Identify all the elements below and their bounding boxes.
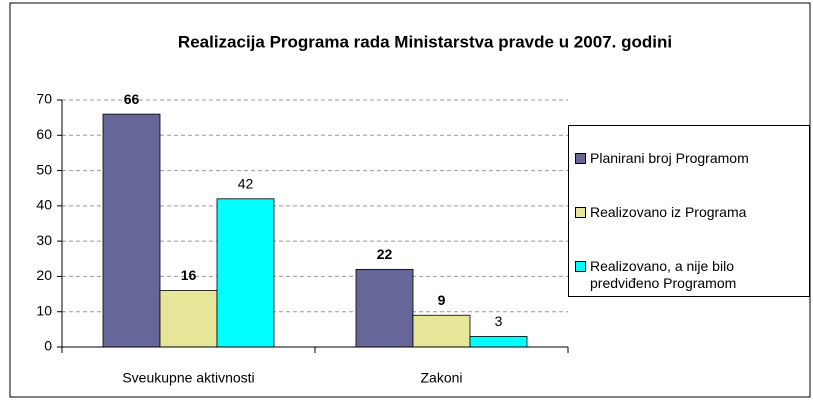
- chart-title: Realizacija Programa rada Ministarstva p…: [178, 32, 672, 51]
- y-tick-label: 40: [36, 197, 52, 213]
- y-tick-label: 30: [36, 232, 52, 248]
- data-label: 66: [124, 91, 140, 107]
- bar: [159, 290, 218, 348]
- bar: [216, 198, 275, 348]
- legend-swatch: [575, 261, 586, 272]
- y-tick-label: 20: [36, 267, 52, 283]
- y-tick-label: 60: [36, 126, 52, 142]
- bar: [355, 268, 414, 348]
- y-tick-label: 0: [44, 338, 52, 354]
- legend-item: Planirani broj Programom: [575, 150, 809, 167]
- bar: [412, 314, 471, 348]
- bar: [102, 113, 161, 348]
- bar: [469, 336, 528, 348]
- data-label: 9: [438, 292, 446, 308]
- data-label: 22: [377, 246, 393, 262]
- data-label: 16: [181, 267, 197, 283]
- y-tick-label: 70: [36, 91, 52, 107]
- data-label: 3: [495, 313, 503, 329]
- y-tick-label: 50: [36, 161, 52, 177]
- x-tick-label: Sveukupne aktivnosti: [122, 370, 254, 386]
- legend-label: Realizovano iz Programa: [590, 204, 747, 220]
- legend-label: Realizovano, a nije bilo predviđeno Prog…: [590, 258, 737, 291]
- legend-swatch: [575, 153, 586, 164]
- data-label: 42: [238, 176, 254, 192]
- legend-label: Planirani broj Programom: [590, 150, 749, 166]
- legend-item: Realizovano, a nije bilo predviđeno Prog…: [575, 258, 809, 292]
- legend: Planirani broj Programom Realizovano iz P…: [568, 125, 810, 297]
- legend-swatch: [575, 207, 586, 218]
- x-tick-label: Zakoni: [420, 370, 462, 386]
- y-tick-label: 10: [36, 302, 52, 318]
- legend-item: Realizovano iz Programa: [575, 204, 809, 221]
